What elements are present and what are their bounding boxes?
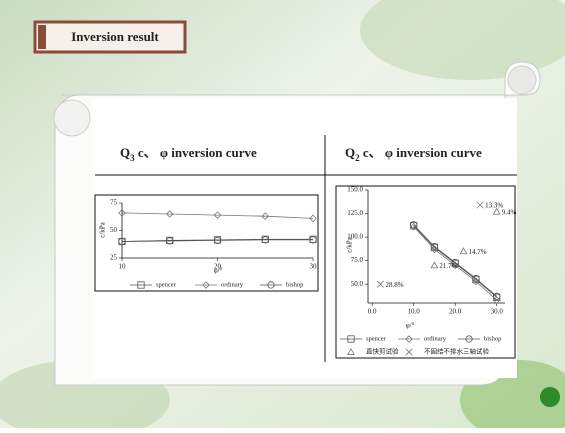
marker (409, 222, 418, 231)
marker (309, 236, 317, 244)
marker (165, 210, 174, 218)
series-line (413, 225, 497, 298)
legend-label: 不固结不排水三轴试验 (424, 346, 490, 355)
legend-marker (405, 335, 413, 343)
y-tick-label: 150.0 (347, 186, 363, 194)
legend-marker (137, 281, 145, 289)
y-tick-label: 50 (110, 226, 118, 234)
y-axis-label: c/kPa (99, 221, 107, 237)
x-tick-label: 20 (214, 263, 222, 271)
marker (410, 221, 418, 229)
heading-part: Q (345, 145, 355, 160)
series-line (121, 239, 313, 242)
legend-label: bishop (484, 335, 501, 342)
marker (451, 258, 459, 267)
x-tick-label: 10.0 (408, 308, 421, 316)
legend-label: 直快剪试验 (366, 346, 399, 355)
legend-label: spencer (366, 335, 387, 342)
chart-heading: Q3 c、 φ inversion curve (120, 145, 257, 163)
point-label: 28.8% (385, 281, 403, 289)
point-label: 9.4% (502, 208, 517, 216)
marker (459, 247, 468, 255)
heading-sub: 2 (355, 153, 360, 163)
chart-frame (335, 185, 516, 359)
x-tick-label: 20.0 (449, 308, 462, 316)
series-line (413, 224, 497, 297)
heading-part: Q (120, 145, 130, 160)
y-tick-label: 75 (110, 199, 118, 207)
x-tick-label: 10 (119, 263, 127, 271)
marker (118, 237, 126, 246)
legend-marker (267, 281, 275, 289)
legend-label: spencer (156, 281, 177, 288)
legend-marker (202, 281, 210, 289)
y-tick-label: 25 (110, 254, 118, 262)
marker (118, 209, 126, 217)
title-box (33, 20, 187, 54)
clover (540, 387, 560, 407)
legend-marker (465, 335, 473, 343)
scroll-roll (507, 65, 537, 95)
y-tick-label: 100.0 (347, 233, 363, 241)
marker (213, 211, 222, 219)
x-tick-label: 0.0 (368, 308, 377, 316)
heading-sub: 3 (130, 153, 135, 163)
legend-label: ordinary (424, 335, 447, 342)
marker (309, 214, 317, 223)
heading-part: c、 φ inversion curve (135, 145, 257, 160)
marker (493, 292, 501, 301)
y-tick-label: 125.0 (347, 209, 363, 217)
legend-marker (405, 348, 413, 356)
point-label: 21.7% (439, 262, 457, 270)
legend-label: ordinary (221, 281, 244, 288)
slide-title: Inversion result (71, 29, 159, 44)
x-tick-label: 30 (310, 263, 318, 271)
chart-heading: Q2 c、 φ inversion curve (345, 145, 482, 163)
y-tick-label: 50.0 (351, 280, 364, 288)
legend-marker (347, 347, 355, 355)
y-axis-label: c/kPa (346, 236, 354, 252)
marker (472, 274, 480, 283)
marker (476, 201, 484, 209)
leaf-wash (360, 0, 565, 80)
y-tick-label: 75.0 (351, 256, 364, 264)
legend-marker (347, 335, 355, 343)
marker (376, 280, 384, 288)
marker (492, 207, 501, 215)
marker (213, 236, 222, 244)
heading-part: c、 φ inversion curve (360, 145, 482, 160)
marker (430, 242, 439, 251)
marker (261, 212, 270, 220)
marker (261, 236, 269, 244)
marker (430, 261, 439, 269)
x-axis-label: φ/° (406, 322, 415, 330)
chart-frame (94, 194, 319, 292)
point-label: 14.7% (468, 248, 486, 256)
x-axis-label: φ/° (214, 267, 223, 275)
title-accent (38, 25, 46, 49)
series-line (121, 212, 314, 219)
scroll-roll (53, 99, 91, 137)
point-label: 13.3% (485, 202, 503, 210)
legend-label: bishop (286, 281, 303, 288)
x-tick-label: 30.0 (491, 308, 504, 316)
marker (166, 237, 174, 245)
